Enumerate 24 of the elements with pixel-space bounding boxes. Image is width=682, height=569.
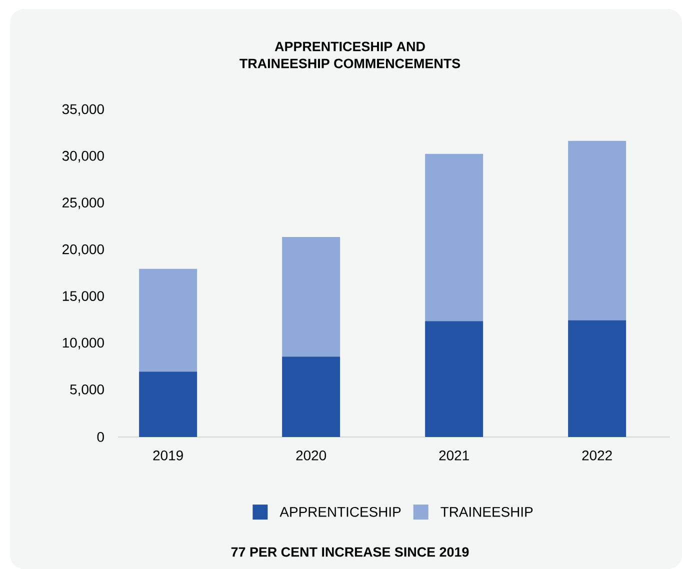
bar xyxy=(139,372,198,437)
legend-label: TRAINEESHIP xyxy=(440,506,533,517)
bar xyxy=(568,320,626,437)
y-tick-label: 35,000 xyxy=(62,104,104,116)
text: 77 PER CENT INCREASE SINCE 2019 xyxy=(231,547,469,557)
bar xyxy=(139,268,198,372)
y-tick-label: 15,000 xyxy=(62,291,104,303)
bar xyxy=(282,356,340,437)
legend-label: APPRENTICESHIP xyxy=(280,506,401,517)
x-tick-label: 2020 xyxy=(296,450,326,460)
y-tick-label: 5,000 xyxy=(70,384,104,396)
bar xyxy=(282,237,340,357)
bar xyxy=(425,154,484,322)
y-tick-label: 30,000 xyxy=(62,150,104,162)
bar xyxy=(425,321,484,437)
chart-title: APPRENTICESHIP AND TRAINEESHIP COMMENCEMENTS xyxy=(240,42,460,68)
x-tick-label: 2019 xyxy=(153,450,183,460)
y-tick-label: 10,000 xyxy=(62,338,104,350)
y-tick-label: 25,000 xyxy=(62,198,104,210)
x-tick-label: 2021 xyxy=(439,450,469,460)
x-tick-label: 2022 xyxy=(582,450,612,460)
y-tick-label: 20,000 xyxy=(62,244,104,256)
bar xyxy=(568,140,626,320)
y-tick-label: 0 xyxy=(97,432,104,442)
